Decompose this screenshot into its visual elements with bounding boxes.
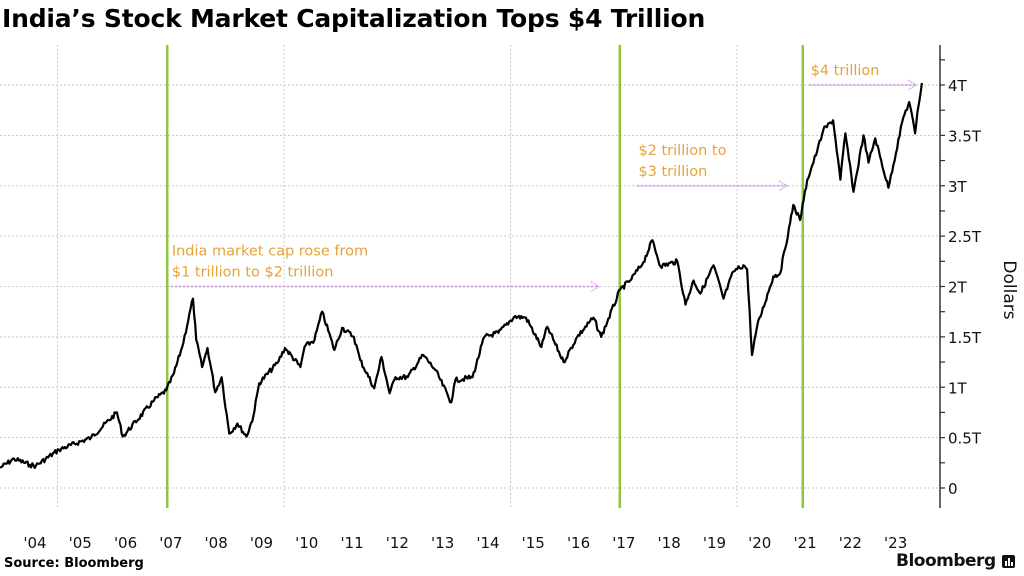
x-tick-label: '15: [522, 534, 545, 552]
annotation-text: $1 trillion to $2 trillion: [172, 265, 334, 281]
x-tick-label: '08: [205, 534, 228, 552]
x-tick-label: '16: [567, 534, 590, 552]
y-axis-label: Dollars: [999, 260, 1019, 319]
y-tick-label: 1T: [948, 379, 968, 397]
arrowhead-icon: [907, 79, 918, 91]
bloomberg-logo: Bloomberg: [896, 551, 1015, 571]
y-tick-label: 3T: [948, 178, 968, 196]
y-tick-label: 2T: [948, 279, 968, 297]
y-tick-label: 2.5T: [948, 228, 982, 246]
x-tick-label: '18: [658, 534, 681, 552]
y-tick-label: 3.5T: [948, 127, 982, 145]
x-tick-label: '12: [386, 534, 409, 552]
x-tick-label: '07: [159, 534, 182, 552]
y-tick-label: 0: [948, 480, 958, 498]
x-tick-label: '05: [69, 534, 92, 552]
x-tick-label: '10: [295, 534, 318, 552]
x-tick-label: '20: [748, 534, 771, 552]
chart-title: India’s Stock Market Capitalization Tops…: [2, 4, 706, 33]
y-tick-label: 0.5T: [948, 430, 982, 448]
arrowhead-icon: [590, 280, 601, 293]
x-tick-label: '09: [250, 534, 273, 552]
bloomberg-chart-icon: [1001, 554, 1015, 568]
x-tick-label: '13: [431, 534, 454, 552]
x-tick-label: '11: [340, 534, 363, 552]
annotation-text: India market cap rose from: [172, 244, 368, 260]
annotation-text: $4 trillion: [811, 63, 880, 79]
x-tick-label: '04: [23, 534, 46, 552]
x-tick-label: '21: [793, 534, 816, 552]
x-tick-label: '23: [884, 534, 907, 552]
y-tick-label: 4T: [948, 77, 968, 95]
source-note: Source: Bloomberg: [4, 556, 144, 571]
x-tick-label: '06: [114, 534, 137, 552]
x-tick-label: '19: [703, 534, 726, 552]
annotation-text: $2 trillion to: [638, 143, 726, 159]
x-tick-label: '17: [612, 534, 635, 552]
series-line-market-cap: [0, 82, 923, 469]
x-tick-label: '22: [839, 534, 862, 552]
gridlines: [0, 45, 940, 508]
annotation-text: $3 trillion: [638, 164, 707, 180]
event-lines: [165, 45, 805, 508]
x-tick-label: '14: [476, 534, 499, 552]
y-tick-label: 1.5T: [948, 329, 982, 347]
bloomberg-logo-text: Bloomberg: [896, 551, 996, 571]
annotations: India market cap rose from $1 trillion to…: [170, 63, 918, 293]
arrowhead-icon: [778, 180, 789, 192]
y-axis: 0 0.5T 1T 1.5T 2T 2.5T 3T 3.5T 4T: [939, 45, 982, 508]
x-axis: '04 '05 '06 '07 '08 '09 '10 '11 '12 '13 '14 '15 '16 '…: [23, 534, 907, 552]
